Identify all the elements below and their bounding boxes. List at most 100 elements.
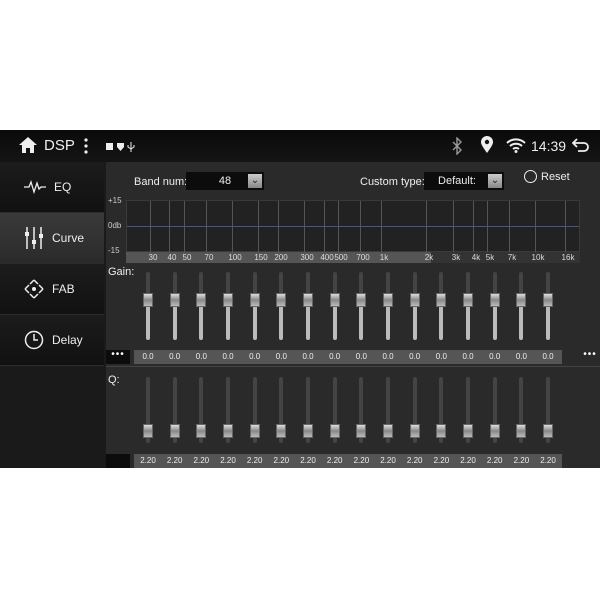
gain-slider[interactable] [276, 272, 287, 340]
gain-slider[interactable] [143, 272, 153, 340]
q-slider[interactable] [329, 377, 340, 443]
sidebar-item-delay[interactable]: Delay [0, 315, 104, 366]
q-slider[interactable] [276, 377, 287, 443]
slider-knob[interactable] [436, 293, 447, 307]
q-slider[interactable] [543, 377, 554, 443]
q-slider[interactable] [489, 377, 500, 443]
slider-knob[interactable] [543, 424, 554, 438]
slider-knob[interactable] [303, 293, 314, 307]
sidebar: EQ Curve FAB Delay [0, 162, 106, 468]
wifi-icon [506, 138, 526, 153]
slider-knob[interactable] [303, 424, 314, 438]
slider-knob[interactable] [276, 424, 287, 438]
slider-knob[interactable] [356, 293, 367, 307]
gain-slider[interactable] [383, 272, 394, 340]
reset-button[interactable]: Reset [524, 170, 570, 183]
slider-knob[interactable] [463, 293, 474, 307]
slider-fill [359, 300, 364, 340]
slider-knob[interactable] [516, 293, 527, 307]
slider-knob[interactable] [329, 293, 340, 307]
gain-slider[interactable] [249, 272, 260, 340]
slider-fill [146, 300, 150, 340]
gain-slider[interactable] [409, 272, 420, 340]
slider-knob[interactable] [409, 424, 420, 438]
q-slider[interactable] [356, 377, 367, 443]
slider-knob[interactable] [143, 293, 153, 307]
slider-knob[interactable] [436, 424, 447, 438]
gain-value: 0.0 [382, 352, 394, 361]
sidebar-item-fab[interactable]: FAB [0, 264, 104, 315]
grid-line [565, 201, 566, 253]
slider-fill [252, 300, 257, 340]
sidebar-item-eq[interactable]: EQ [0, 162, 104, 213]
custom-type-select[interactable]: Default: ⌄ [424, 172, 504, 190]
q-slider[interactable] [516, 377, 527, 443]
slider-knob[interactable] [169, 424, 180, 438]
slider-knob[interactable] [383, 424, 394, 438]
sidebar-item-curve[interactable]: Curve [0, 213, 104, 264]
slider-knob[interactable] [489, 293, 500, 307]
gain-slider[interactable] [223, 272, 233, 340]
home-icon[interactable] [18, 136, 38, 154]
slider-knob[interactable] [276, 293, 287, 307]
slider-knob[interactable] [516, 424, 527, 438]
gain-slider[interactable] [516, 272, 527, 340]
more-left-button[interactable]: ••• [106, 350, 130, 364]
slider-knob[interactable] [489, 424, 500, 438]
curve-panel: Band num: 48 ⌄ Custom type: Default: ⌄ Res… [106, 162, 600, 468]
freq-tick-label: 100 [228, 253, 242, 262]
q-value: 2.20 [540, 456, 556, 465]
q-slider[interactable] [409, 377, 420, 443]
gain-slider[interactable] [543, 272, 554, 340]
gain-slider[interactable] [356, 272, 367, 340]
gain-slider[interactable] [329, 272, 340, 340]
gain-slider[interactable] [489, 272, 500, 340]
gain-slider[interactable] [436, 272, 447, 340]
gain-slider[interactable] [169, 272, 180, 340]
back-icon[interactable] [572, 138, 590, 152]
gain-slider[interactable] [463, 272, 474, 340]
y-label: 0db [108, 221, 122, 230]
slider-knob[interactable] [409, 293, 420, 307]
slider-knob[interactable] [169, 293, 180, 307]
q-left-pad [106, 454, 130, 468]
q-slider[interactable] [196, 377, 207, 443]
gain-slider[interactable] [303, 272, 314, 340]
gain-value: 0.0 [409, 352, 421, 361]
slider-knob[interactable] [196, 424, 207, 438]
custom-type-label: Custom type: [360, 176, 425, 188]
q-slider[interactable] [143, 377, 153, 443]
band-num-select[interactable]: 48 ⌄ [186, 172, 264, 190]
image-icon [106, 143, 113, 150]
slider-knob[interactable] [329, 424, 340, 438]
slider-knob[interactable] [356, 424, 367, 438]
slider-knob[interactable] [249, 424, 260, 438]
q-slider[interactable] [436, 377, 447, 443]
slider-knob[interactable] [463, 424, 474, 438]
q-slider[interactable] [383, 377, 394, 443]
location-icon [481, 136, 493, 153]
slider-track [386, 377, 391, 443]
q-value: 2.20 [513, 456, 530, 465]
slider-knob[interactable] [249, 293, 260, 307]
gain-slider[interactable] [196, 272, 207, 340]
more-right-button[interactable]: ••• [583, 349, 597, 360]
grid-line [381, 201, 382, 253]
q-slider[interactable] [249, 377, 260, 443]
gain-value: 0.0 [275, 352, 287, 361]
slider-knob[interactable] [196, 293, 207, 307]
slider-knob[interactable] [143, 424, 153, 438]
app-title: DSP [44, 137, 75, 154]
q-slider[interactable] [169, 377, 180, 443]
slider-knob[interactable] [383, 293, 394, 307]
slider-knob[interactable] [223, 293, 233, 307]
q-slider[interactable] [463, 377, 474, 443]
reset-label: Reset [541, 170, 570, 183]
q-slider[interactable] [303, 377, 314, 443]
q-slider[interactable] [223, 377, 233, 443]
slider-track [199, 377, 204, 443]
slider-knob[interactable] [543, 293, 554, 307]
slider-knob[interactable] [223, 424, 233, 438]
q-label: Q: [108, 374, 120, 386]
more-vert-icon[interactable] [83, 138, 89, 154]
